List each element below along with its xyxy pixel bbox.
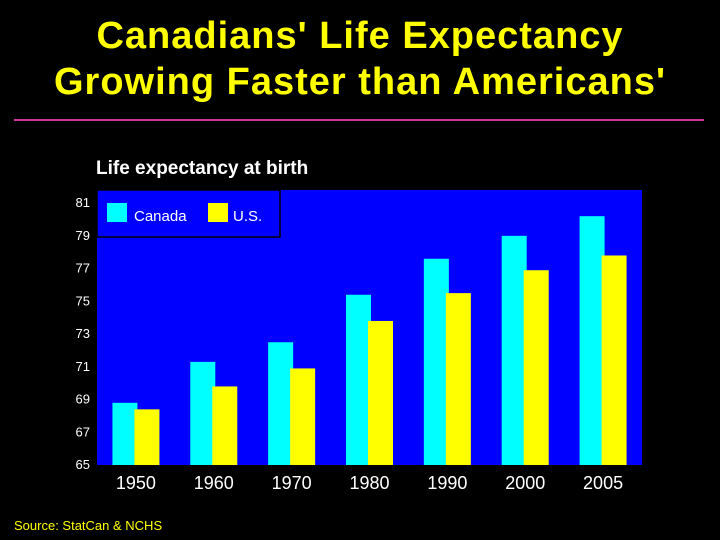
- y-tick-label: 67: [76, 424, 90, 439]
- bar-canada-1970: [268, 342, 294, 465]
- slide-title-line-2: Growing Faster than Americans': [54, 61, 666, 103]
- bar-canada-1950: [112, 402, 138, 465]
- legend-label-canada: Canada: [134, 208, 187, 225]
- y-tick-label: 71: [76, 359, 90, 374]
- bar-canada-1990: [423, 258, 449, 465]
- bar-canada-1960: [190, 361, 216, 465]
- y-tick-label: 79: [76, 228, 90, 243]
- y-tick-label: 65: [76, 457, 90, 472]
- bars-group: [112, 216, 627, 465]
- x-tick-label: 1990: [427, 473, 467, 493]
- bar-us-1970: [290, 368, 316, 465]
- bar-us-1990: [445, 293, 471, 465]
- bar-canada-1980: [346, 294, 371, 465]
- x-tick-label: 1980: [349, 473, 389, 493]
- legend-box: [96, 189, 281, 238]
- y-tick-label: 69: [76, 392, 90, 407]
- source-note: Source: StatCan & NCHS: [14, 518, 163, 533]
- bar-canada-2000: [501, 235, 527, 465]
- legend-swatch-us: [208, 203, 228, 222]
- x-tick-label: 1960: [194, 473, 234, 493]
- chart-title: Life expectancy at birth: [96, 158, 309, 179]
- legend-swatch-canada: [107, 203, 127, 222]
- bar-canada-2005: [579, 216, 605, 465]
- title-divider: [14, 119, 704, 121]
- y-tick-label: 77: [76, 261, 90, 276]
- y-axis: 65 67 69 71 73 75 77 79 81: [76, 195, 90, 472]
- bar-us-2005: [601, 255, 627, 465]
- x-tick-label: 2000: [505, 473, 545, 493]
- legend: Canada U.S.: [96, 189, 281, 238]
- bar-us-1950: [134, 409, 160, 465]
- x-tick-label: 1970: [272, 473, 312, 493]
- x-axis: 1950 1960 1970 1980 1990 2000 2005: [116, 473, 623, 493]
- x-tick-label: 1950: [116, 473, 156, 493]
- y-tick-label: 75: [76, 293, 90, 308]
- bar-us-1960: [212, 386, 238, 465]
- bar-us-2000: [523, 270, 549, 465]
- bar-us-1980: [368, 320, 393, 465]
- x-tick-label: 2005: [583, 473, 623, 493]
- slide-title-line-1: Canadians' Life Expectancy: [96, 15, 624, 57]
- y-tick-label: 73: [76, 326, 90, 341]
- legend-label-us: U.S.: [233, 208, 262, 225]
- y-tick-label: 81: [76, 195, 90, 210]
